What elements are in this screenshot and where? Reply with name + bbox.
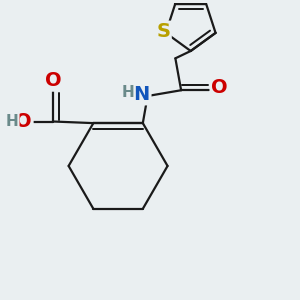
Text: H: H [122,85,134,100]
Text: H: H [6,114,18,129]
Text: O: O [211,78,228,97]
Text: O: O [16,112,32,131]
Text: N: N [134,85,150,104]
Text: S: S [156,22,170,41]
Text: O: O [45,71,62,90]
